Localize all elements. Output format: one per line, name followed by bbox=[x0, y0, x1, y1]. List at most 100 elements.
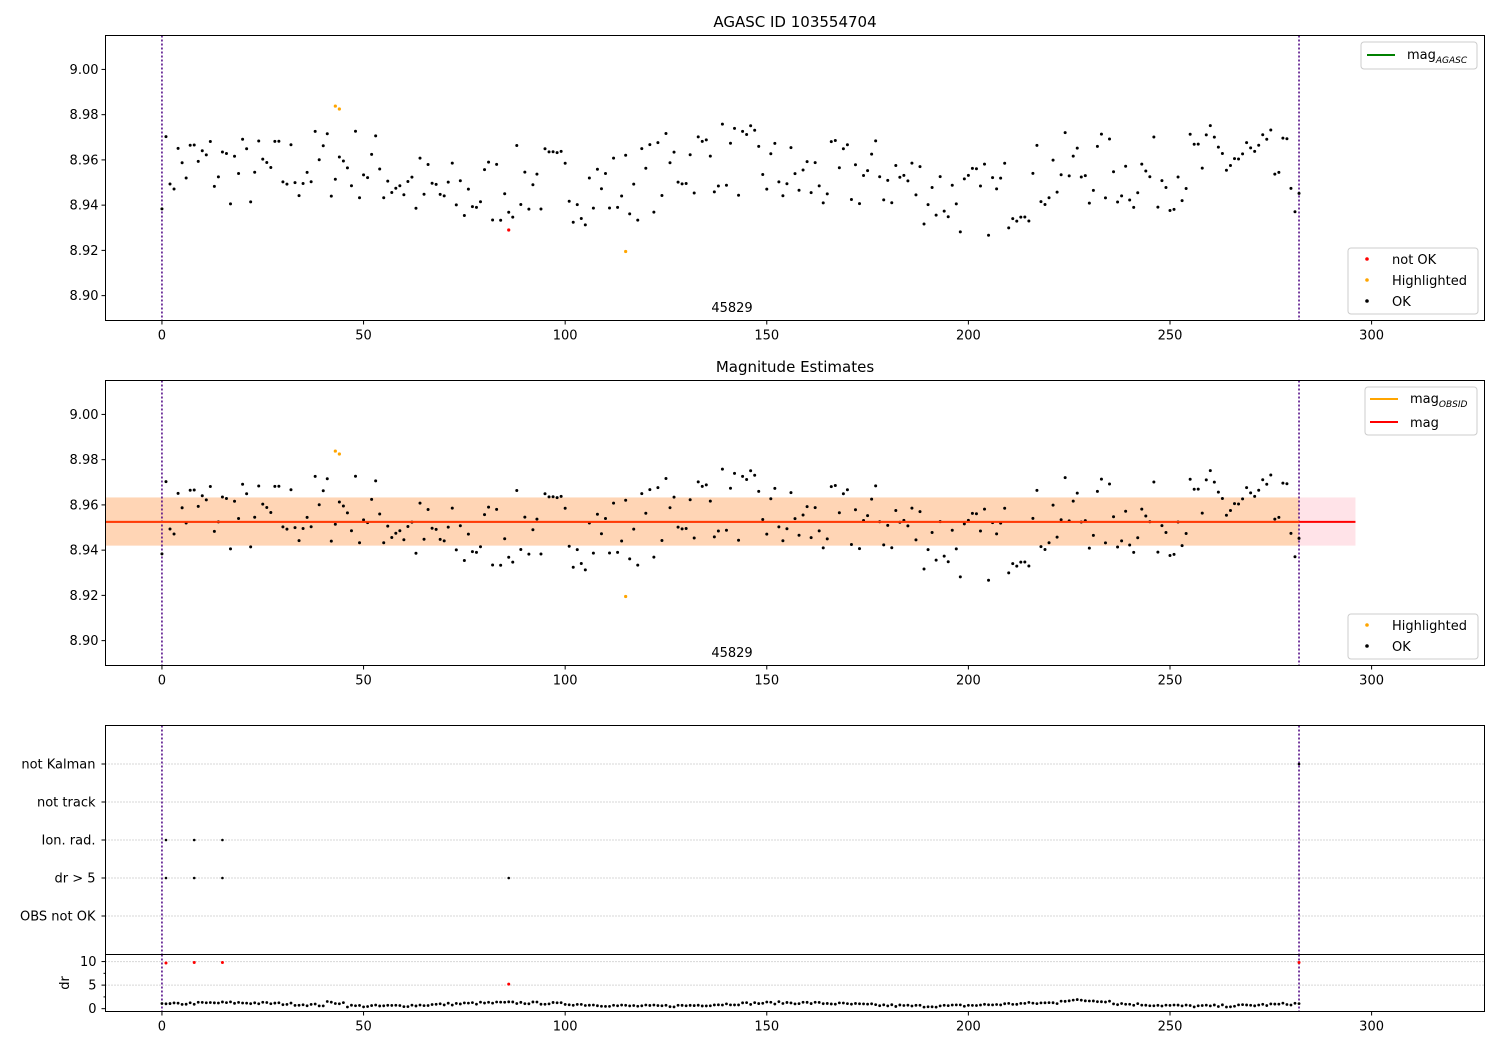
data-point-ok bbox=[583, 568, 587, 572]
data-point-ok bbox=[358, 196, 362, 200]
data-point-ok bbox=[527, 207, 531, 211]
data-point-ok bbox=[329, 539, 333, 543]
dr-point bbox=[668, 1005, 672, 1009]
dr-point bbox=[1015, 1002, 1019, 1006]
data-point-highlighted bbox=[337, 452, 341, 456]
dr-point bbox=[1108, 999, 1111, 1003]
data-point-ok bbox=[575, 548, 579, 552]
dr-point bbox=[926, 1005, 930, 1009]
data-point-ok bbox=[487, 505, 491, 509]
data-point-ok bbox=[478, 545, 482, 549]
dr-point bbox=[543, 1002, 547, 1006]
data-point-ok bbox=[918, 510, 922, 514]
dr-point bbox=[1148, 1004, 1152, 1008]
data-point-ok bbox=[579, 562, 583, 566]
data-point-highlighted bbox=[333, 449, 337, 453]
legend-marker-ok bbox=[1365, 299, 1369, 303]
data-point-ok bbox=[603, 517, 607, 521]
data-point-ok bbox=[1099, 477, 1103, 481]
data-point-ok bbox=[422, 537, 426, 541]
data-point-ok bbox=[495, 507, 499, 511]
dr-point bbox=[591, 1003, 595, 1007]
data-point-ok bbox=[503, 537, 507, 541]
data-point-ok bbox=[495, 162, 499, 166]
dr-point bbox=[712, 1003, 716, 1007]
agasc-y-ticks: 8.90 8.92 8.94 8.96 8.98 9.00 bbox=[70, 63, 106, 304]
data-point-ok bbox=[995, 187, 999, 191]
data-point-ok bbox=[261, 157, 265, 161]
data-point-ok bbox=[349, 529, 353, 533]
data-point-ok bbox=[777, 180, 781, 184]
data-point-ok bbox=[1083, 174, 1087, 178]
dr-point bbox=[809, 1002, 813, 1005]
data-point-ok bbox=[870, 497, 874, 501]
data-point-ok bbox=[712, 190, 716, 194]
data-point-ok bbox=[172, 532, 176, 536]
data-point-ok bbox=[656, 141, 660, 145]
dr-point bbox=[1132, 1003, 1136, 1007]
dr-point bbox=[321, 1004, 325, 1008]
data-point-ok bbox=[446, 180, 450, 184]
data-point-ok bbox=[684, 181, 688, 185]
data-point-ok bbox=[337, 155, 341, 159]
data-point-ok bbox=[958, 230, 962, 234]
dr-point bbox=[450, 1003, 454, 1007]
data-point-ok bbox=[616, 205, 620, 209]
dr-point bbox=[608, 1005, 611, 1008]
data-point-ok bbox=[757, 144, 761, 148]
data-point-ok bbox=[200, 494, 204, 498]
data-point-ok bbox=[724, 528, 728, 532]
dr-point bbox=[241, 1001, 244, 1005]
dr-point bbox=[1063, 999, 1067, 1003]
data-point-ok bbox=[680, 527, 684, 531]
data-point-ok bbox=[1091, 533, 1095, 537]
data-point-ok bbox=[809, 536, 813, 540]
dr-point bbox=[1200, 1004, 1204, 1007]
dr-point bbox=[398, 1004, 402, 1007]
agasc-legend-lines: magAGASC bbox=[1360, 41, 1478, 70]
data-point-highlighted bbox=[337, 107, 341, 111]
data-point-ok bbox=[620, 539, 624, 543]
data-point-ok bbox=[293, 526, 297, 530]
data-point-ok bbox=[1144, 514, 1148, 518]
data-point-ok bbox=[333, 177, 337, 181]
flag-point bbox=[221, 876, 224, 880]
data-point-ok bbox=[305, 170, 309, 174]
dr-point bbox=[664, 1003, 668, 1007]
data-point-ok bbox=[269, 165, 273, 169]
agasc-obs-boundaries bbox=[161, 35, 1300, 321]
dr-point bbox=[418, 1003, 422, 1007]
dr-point bbox=[644, 1003, 648, 1007]
dr-point bbox=[704, 1004, 708, 1008]
data-point-ok bbox=[1031, 171, 1035, 175]
data-point-ok bbox=[483, 168, 487, 172]
data-point-ok bbox=[1228, 164, 1232, 168]
data-point-ok bbox=[1091, 188, 1095, 192]
dr-point bbox=[1216, 1005, 1220, 1008]
data-point-ok bbox=[753, 473, 757, 477]
y-tick-label: 8.92 bbox=[70, 244, 99, 259]
data-point-ok bbox=[894, 508, 898, 512]
data-point-ok bbox=[1204, 133, 1208, 137]
data-point-ok bbox=[543, 147, 547, 151]
dr-point bbox=[507, 1000, 511, 1004]
data-point-ok bbox=[1293, 555, 1297, 559]
data-point-ok bbox=[450, 161, 454, 165]
data-point-ok bbox=[1023, 560, 1027, 564]
data-point-ok bbox=[571, 220, 575, 224]
dr-point bbox=[237, 1000, 240, 1004]
legend-label-ok: OK bbox=[1392, 295, 1411, 310]
data-point-ok bbox=[269, 510, 273, 514]
data-point-ok bbox=[491, 218, 495, 222]
data-point-ok bbox=[636, 563, 640, 567]
data-point-ok bbox=[398, 184, 402, 188]
dr-point bbox=[527, 1002, 531, 1006]
dr-point bbox=[1116, 1003, 1119, 1007]
data-point-ok bbox=[833, 483, 837, 487]
data-point-ok bbox=[378, 512, 382, 516]
data-point-ok bbox=[1249, 146, 1253, 150]
dr-point bbox=[410, 1003, 414, 1007]
data-point-ok bbox=[612, 156, 616, 160]
dr-point bbox=[221, 1000, 224, 1004]
x-tick-label: 150 bbox=[754, 674, 779, 689]
